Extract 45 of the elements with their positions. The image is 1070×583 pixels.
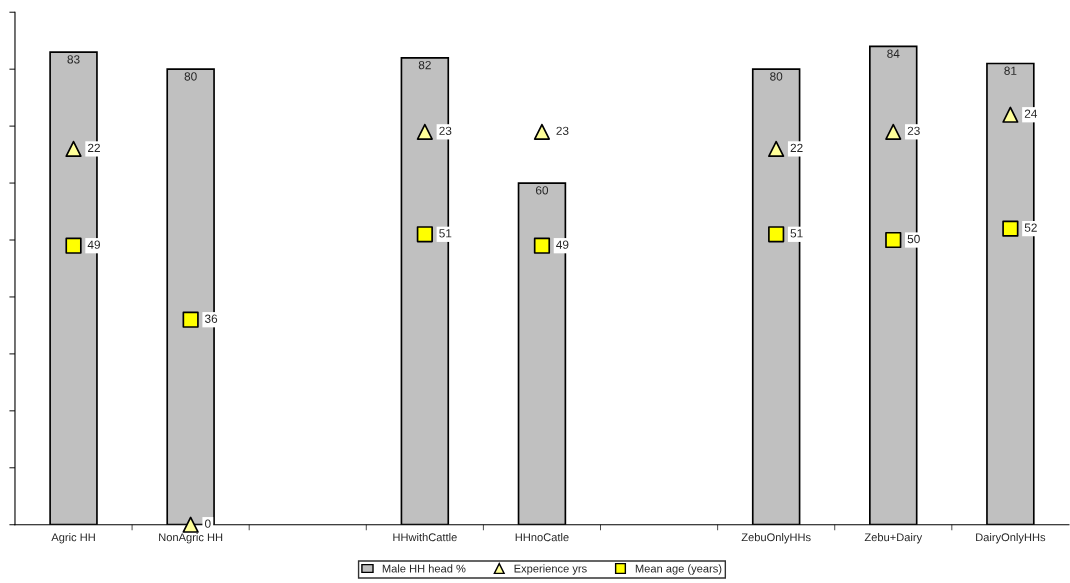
point	[768, 140, 785, 158]
data-label: 84	[887, 49, 900, 58]
legend-label: Experience yrs	[514, 564, 587, 575]
point	[533, 123, 551, 140]
point	[182, 311, 199, 328]
data-label: 83	[67, 55, 80, 64]
x-tick-label: Zebu+Dairy	[864, 533, 923, 544]
data-label: 52	[1024, 223, 1037, 232]
data-label: 23	[907, 126, 920, 135]
point	[768, 226, 785, 243]
data-label: 50	[907, 234, 920, 244]
x-tick-label: NonAgric HH	[159, 533, 223, 544]
point	[416, 123, 433, 140]
point	[885, 123, 902, 140]
point	[1002, 220, 1019, 237]
data-label: 24	[1024, 109, 1038, 118]
point	[416, 226, 433, 243]
x-tick-label: ZebuOnlyHHs	[741, 533, 811, 544]
data-label: 80	[184, 72, 197, 81]
x-tick-label: HHnoCatle	[515, 533, 569, 542]
data-label: 81	[1004, 66, 1017, 75]
data-label: 49	[556, 240, 569, 249]
x-tick-label: HHwithCattle	[393, 533, 457, 542]
point	[1002, 106, 1019, 123]
data-label: 36	[204, 314, 218, 323]
data-label: 0	[204, 519, 211, 528]
data-label: 23	[556, 126, 569, 135]
data-label: 60	[535, 186, 549, 195]
data-label: 51	[790, 229, 803, 238]
x-tick-label: DairyOnlyHHs	[976, 533, 1046, 544]
legend-label: Male HH head %	[382, 564, 466, 573]
legend-label: Mean age (years)	[635, 564, 722, 575]
point	[65, 237, 82, 254]
data-label: 80	[770, 72, 783, 81]
data-label: 51	[439, 229, 452, 238]
data-label: 22	[88, 143, 100, 152]
point	[65, 140, 82, 158]
data-label: 22	[790, 143, 803, 152]
data-label: 82	[418, 60, 431, 70]
point	[533, 237, 551, 254]
x-tick-label: Agric HH	[51, 533, 95, 544]
data-label: 49	[87, 240, 100, 249]
point	[182, 516, 199, 533]
data-label: 23	[439, 126, 452, 135]
point	[885, 231, 902, 249]
